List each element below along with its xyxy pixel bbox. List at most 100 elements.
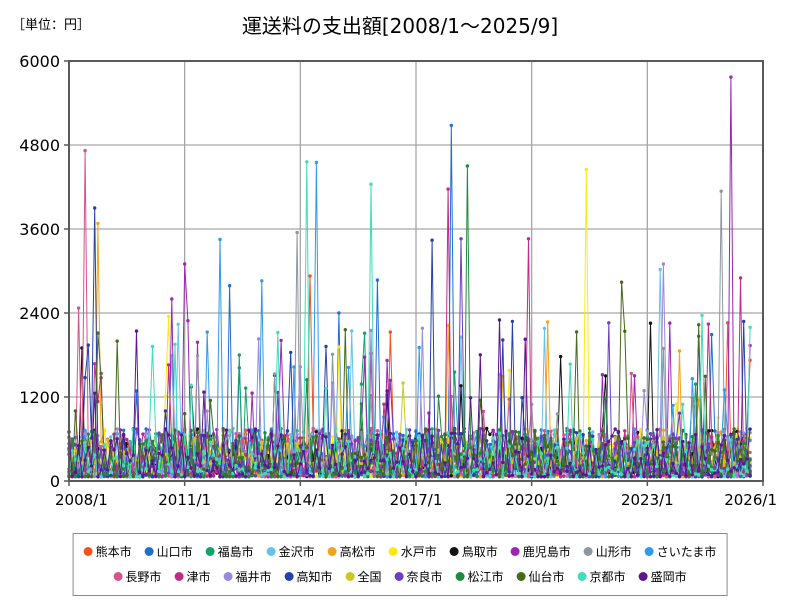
- data-point: [76, 475, 81, 479]
- data-point: [195, 354, 200, 358]
- data-point: [607, 454, 611, 458]
- data-point: [603, 443, 608, 447]
- x-tick-label: 2011/1: [158, 491, 211, 509]
- data-point: [272, 469, 277, 473]
- legend-label: 山口市: [156, 545, 193, 559]
- data-point: [231, 444, 235, 448]
- data-point: [452, 370, 457, 374]
- data-point: [221, 427, 225, 431]
- data-point: [430, 471, 434, 475]
- data-point: [295, 474, 299, 478]
- data-point: [603, 467, 608, 472]
- data-point: [144, 467, 148, 471]
- data-point: [664, 428, 669, 432]
- data-point: [407, 452, 412, 457]
- data-point: [597, 472, 601, 476]
- data-point: [160, 453, 164, 457]
- data-point: [398, 473, 402, 478]
- data-point: [369, 469, 373, 474]
- data-point: [218, 475, 222, 479]
- data-point: [742, 464, 746, 468]
- data-point: [359, 402, 364, 406]
- data-point: [742, 473, 746, 478]
- data-point: [266, 438, 270, 442]
- data-point: [221, 443, 225, 448]
- legend-item-鹿児島市: 鹿児島市: [510, 543, 571, 560]
- data-point: [488, 442, 492, 447]
- data-point: [407, 473, 412, 478]
- data-point: [80, 475, 84, 479]
- data-point: [468, 396, 473, 400]
- data-point: [671, 473, 675, 478]
- data-point: [134, 329, 139, 333]
- data-point: [244, 449, 248, 454]
- data-point: [366, 471, 370, 476]
- data-point: [99, 444, 103, 449]
- data-point: [144, 431, 148, 435]
- data-point: [391, 466, 396, 470]
- legend-item-長野市: 長野市: [113, 568, 161, 585]
- data-point: [369, 328, 373, 333]
- data-point: [420, 434, 425, 438]
- data-point: [607, 475, 611, 479]
- legend-item-高松市: 高松市: [327, 543, 376, 560]
- data-point: [305, 160, 309, 164]
- data-point: [314, 434, 319, 438]
- data-point: [301, 474, 306, 478]
- data-point: [375, 468, 380, 472]
- data-point: [321, 433, 325, 438]
- data-point: [693, 472, 698, 476]
- data-point: [211, 474, 216, 478]
- data-point: [610, 470, 614, 474]
- data-point: [645, 429, 649, 433]
- data-point: [478, 457, 482, 461]
- data-point: [565, 474, 569, 478]
- data-point: [324, 432, 328, 436]
- data-point: [385, 435, 389, 440]
- data-point: [716, 473, 720, 478]
- data-point: [430, 238, 434, 242]
- data-point: [539, 474, 543, 479]
- data-point: [491, 455, 495, 459]
- data-point: [356, 455, 360, 460]
- data-point: [211, 453, 216, 457]
- data-point: [147, 433, 151, 437]
- data-point: [722, 388, 727, 392]
- data-point: [713, 466, 717, 470]
- data-point: [404, 427, 409, 431]
- data-point: [292, 473, 296, 477]
- data-point: [674, 466, 678, 470]
- data-point: [507, 432, 511, 436]
- data-point: [289, 433, 293, 437]
- data-point: [568, 440, 572, 444]
- data-point: [549, 429, 553, 433]
- data-point: [732, 475, 736, 479]
- data-point: [330, 443, 335, 447]
- data-point: [379, 468, 383, 472]
- data-point: [401, 433, 405, 438]
- data-point: [388, 466, 392, 470]
- data-point: [703, 473, 707, 477]
- data-point: [221, 475, 225, 479]
- data-point: [150, 455, 155, 459]
- data-point: [215, 443, 219, 448]
- data-point: [475, 467, 479, 472]
- data-point: [681, 402, 685, 406]
- x-tick-label: 2014/1: [274, 491, 327, 509]
- data-point: [713, 455, 717, 459]
- data-point: [272, 450, 277, 454]
- data-point: [430, 474, 434, 478]
- legend-item-高知市: 高知市: [284, 568, 332, 585]
- data-point: [311, 435, 315, 440]
- data-point: [661, 346, 666, 351]
- data-point: [256, 474, 261, 478]
- data-point: [282, 475, 286, 479]
- data-point: [729, 474, 733, 478]
- data-point: [263, 472, 267, 476]
- data-point: [722, 433, 727, 438]
- data-point: [176, 464, 180, 468]
- data-point: [427, 434, 431, 439]
- data-point: [648, 321, 653, 325]
- data-point: [420, 453, 425, 457]
- data-point: [681, 471, 685, 476]
